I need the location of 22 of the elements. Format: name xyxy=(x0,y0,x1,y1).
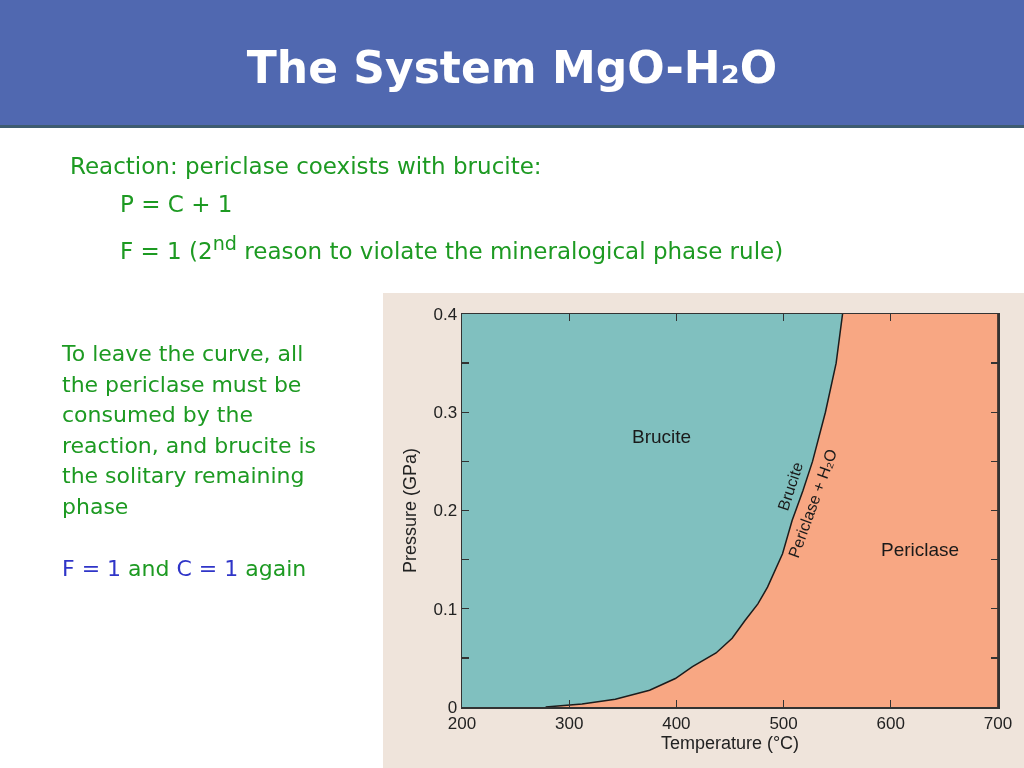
y-tick-label: 0.3 xyxy=(433,403,458,423)
annotation: Periclase xyxy=(881,539,960,560)
text: F = 1 (2$^{nd}$ reason to violate the mineralogical phase rule) xyxy=(120,231,784,265)
x-axis-title: Temperature (°C) xyxy=(660,732,800,753)
text: P = C + 1 xyxy=(120,190,233,218)
y-axis-title: Pressure (GPa) xyxy=(399,447,420,574)
text: again xyxy=(245,556,307,581)
text: and xyxy=(128,556,170,581)
x-tick-label: 400 xyxy=(662,713,691,733)
chart-title: The System MgO-H₂O xyxy=(245,41,779,95)
y-tick-label: 0.4 xyxy=(433,304,458,324)
y-tick-label: 0.2 xyxy=(433,501,458,521)
text: C = 1 xyxy=(176,556,239,581)
text: Reaction: periclase coexists with brucite: xyxy=(70,152,542,180)
annotation: Brucite xyxy=(632,426,692,447)
x-tick-label: 700 xyxy=(983,713,1013,733)
y-tick-label: 0.1 xyxy=(433,599,458,619)
text: F = 1 xyxy=(62,556,122,581)
x-tick-label: 600 xyxy=(876,713,905,733)
x-tick-label: 300 xyxy=(555,713,584,733)
x-tick-label: 500 xyxy=(769,713,798,733)
text: To leave the curve, all the periclase must be consumed by the reaction, and brucite is the solitary remaining phase xyxy=(62,340,318,521)
